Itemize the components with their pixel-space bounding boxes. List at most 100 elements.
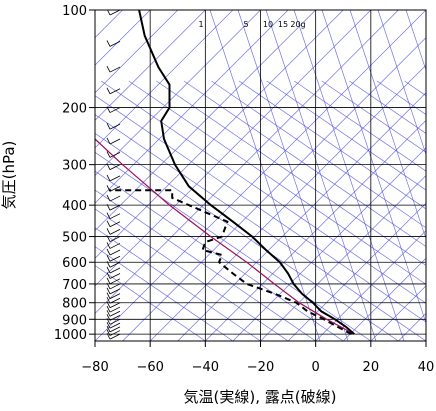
- wind-barb-flag: [106, 242, 111, 249]
- wind-barb: [106, 106, 121, 113]
- wind-barb: [106, 314, 121, 321]
- wind-barb: [106, 297, 121, 304]
- adiabat-line: [432, 81, 436, 341]
- wind-barb: [106, 137, 121, 145]
- isotherm-line: [95, 10, 234, 149]
- mixing-ratio-line: [405, 10, 426, 72]
- adiabat-line: [238, 80, 426, 210]
- wind-barb-staff: [109, 228, 121, 235]
- wind-barb-flag: [106, 297, 111, 304]
- wind-barb: [106, 228, 121, 235]
- wind-barb-staff: [109, 267, 121, 274]
- wind-barb-flag: [106, 325, 111, 333]
- wind-barb: [106, 277, 121, 285]
- wind-barb-staff: [109, 283, 121, 290]
- adiabat-line: [95, 189, 316, 341]
- wind-barb-flag: [106, 301, 111, 308]
- y-tick-label: 400: [62, 199, 87, 214]
- wind-barb-flag: [106, 163, 111, 170]
- wind-barb: [106, 305, 121, 313]
- wind-barb-flag: [106, 332, 111, 340]
- mixing-ratio-labels: 1 5 10 15 20g: [198, 20, 305, 29]
- temperature-line: [138, 10, 355, 335]
- wind-barb-staff: [109, 243, 121, 249]
- wind-barb: [106, 261, 121, 268]
- adiabat-line: [183, 80, 426, 248]
- wind-barb-flag: [106, 282, 111, 290]
- isotherm-line: [95, 10, 261, 176]
- wind-barb: [106, 255, 121, 262]
- x-tick-label: −60: [136, 360, 163, 375]
- wind-barb: [106, 87, 121, 95]
- x-axis-label: 気温(実線), 露点(破線): [184, 388, 337, 406]
- wind-barb-flag: [106, 220, 111, 227]
- wind-barb-staff: [109, 302, 121, 309]
- wind-barb: [106, 301, 121, 309]
- wind-barb-flag: [106, 318, 111, 325]
- adiabat-line: [404, 80, 426, 97]
- wind-barb-staff: [109, 152, 121, 158]
- wind-barb: [106, 151, 121, 158]
- adiabat-line: [156, 80, 426, 266]
- adiabat-line: [95, 95, 426, 323]
- wind-barb-staff: [109, 310, 121, 317]
- wind-barb-flag: [106, 137, 111, 145]
- adiabat-line: [349, 80, 426, 134]
- wind-barb-staff: [109, 261, 121, 268]
- wind-barb-flag: [106, 255, 111, 262]
- wind-barb-flag: [106, 305, 111, 313]
- wind-barb-flag: [106, 277, 111, 284]
- wind-barb-staff: [109, 278, 121, 285]
- isotherm-line: [287, 202, 426, 341]
- y-tick-label: 900: [62, 313, 87, 328]
- wind-barb-staff: [109, 333, 121, 340]
- plot-frame: [94, 9, 427, 342]
- y-tick-label: 700: [62, 278, 87, 293]
- wind-barb-staff: [109, 322, 121, 329]
- wind-barb-staff: [109, 138, 121, 145]
- isotherm-line: [232, 147, 426, 341]
- wind-barb-flag: [106, 87, 111, 94]
- wind-barb: [106, 220, 121, 228]
- parcel-line: [95, 138, 355, 335]
- wind-barb: [107, 10, 121, 16]
- adiabat-line: [294, 80, 426, 172]
- wind-barb: [106, 321, 121, 329]
- mixing-ratio-line: [293, 10, 405, 341]
- wind-barb: [106, 318, 121, 325]
- x-tick-label: −20: [247, 360, 274, 375]
- wind-barb: [106, 40, 121, 47]
- isotherm-line: [205, 119, 426, 341]
- wind-barb-staff: [109, 88, 121, 95]
- wind-barb-flag: [106, 65, 111, 73]
- wind-barb: [106, 212, 121, 220]
- wind-barb: [106, 287, 121, 295]
- wind-barb-flag: [106, 122, 111, 130]
- wind-barb-staff: [109, 288, 121, 295]
- y-tick-label: 300: [62, 159, 87, 174]
- wind-barb-flag: [106, 40, 111, 47]
- wind-barb: [106, 203, 121, 211]
- wind-barb-flag: [106, 261, 111, 268]
- wind-barb-flag: [106, 321, 111, 329]
- mixing-ratio-label: 15: [278, 20, 288, 29]
- x-tick-labels: −80 −60 −40 −20 0 20 40: [81, 360, 434, 375]
- isotherm-line: [95, 10, 151, 66]
- wind-barb-flag: [106, 266, 111, 274]
- wind-barb-staff: [109, 107, 121, 113]
- wind-barb: [106, 65, 121, 73]
- isotherm-line: [425, 340, 426, 341]
- wind-barb: [106, 329, 121, 336]
- wind-barb-staff: [109, 41, 121, 47]
- wind-barb: [106, 235, 121, 242]
- isotherm-line: [95, 10, 289, 204]
- mixing-ratio-label: 1: [198, 20, 203, 29]
- adiabat-line: [128, 80, 426, 285]
- wind-barb-staff: [109, 318, 121, 325]
- wind-barb-flag: [106, 212, 111, 219]
- wind-barbs: [106, 10, 121, 340]
- wind-barb-flag: [106, 248, 111, 256]
- wind-barb: [106, 163, 121, 171]
